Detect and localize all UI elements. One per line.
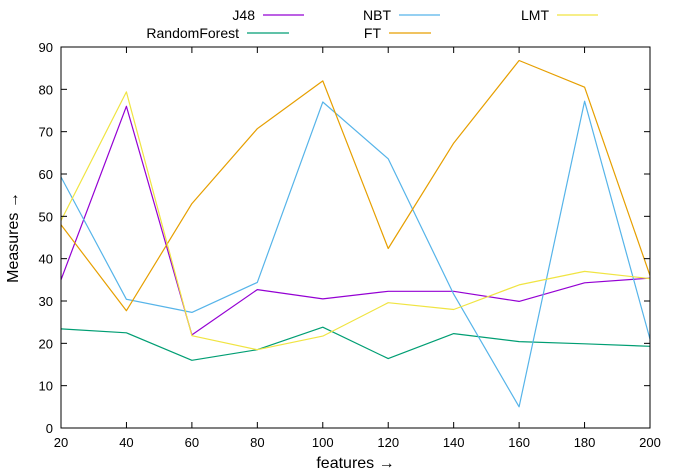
x-tick-label: 40 <box>119 435 133 450</box>
y-tick-label: 0 <box>46 421 53 436</box>
legend-label: LMT <box>521 7 549 23</box>
y-tick-label: 40 <box>39 252 53 267</box>
series-line-randomforest <box>60 326 651 361</box>
series-line-j48 <box>60 105 651 336</box>
x-tick-label: 200 <box>639 435 661 450</box>
y-tick-label: 90 <box>39 40 53 55</box>
y-tick-label: 50 <box>39 209 53 224</box>
x-tick-label: 20 <box>54 435 68 450</box>
x-tick-label: 120 <box>377 435 399 450</box>
legend-label: FT <box>364 25 382 41</box>
series-line-ft <box>60 59 651 312</box>
axis-ticks: 20 40 60 80 100 120 140 160 180 200 0 10 20 30 40 50 60 7… <box>39 40 661 450</box>
x-axis-title: features → <box>316 455 394 472</box>
x-tick-label: 160 <box>508 435 530 450</box>
y-tick-label: 70 <box>39 125 53 140</box>
y-tick-label: 10 <box>39 379 53 394</box>
legend-label: RandomForest <box>146 25 239 41</box>
plot-frame <box>60 46 651 429</box>
series-line-lmt <box>60 91 651 351</box>
y-tick-label: 80 <box>39 82 53 97</box>
x-tick-label: 100 <box>312 435 334 450</box>
series-layer <box>60 59 651 408</box>
y-tick-label: 60 <box>39 167 53 182</box>
series-line-nbt <box>60 100 651 408</box>
x-tick-label: 180 <box>574 435 596 450</box>
y-tick-label: 20 <box>39 336 53 351</box>
y-axis-title: Measures → <box>5 192 22 283</box>
legend-label: J48 <box>232 7 255 23</box>
legend: J48 RandomForest NBT FT LMT <box>146 7 598 41</box>
x-tick-label: 140 <box>443 435 465 450</box>
x-tick-label: 80 <box>250 435 264 450</box>
x-tick-label: 60 <box>185 435 199 450</box>
legend-label: NBT <box>363 7 391 23</box>
y-tick-label: 30 <box>39 294 53 309</box>
